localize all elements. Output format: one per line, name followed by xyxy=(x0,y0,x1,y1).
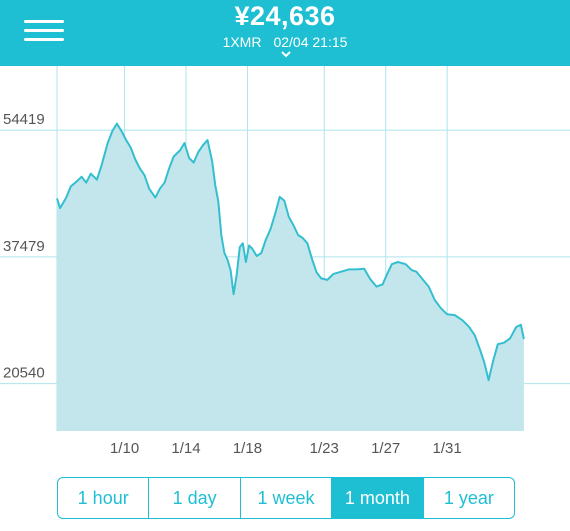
tab-1-hour[interactable]: 1 hour xyxy=(58,478,150,518)
currency-pair: 1XMR xyxy=(222,34,262,50)
y-tick-label: 37479 xyxy=(3,238,45,255)
x-tick-label: 1/14 xyxy=(171,440,200,457)
tab-1-day[interactable]: 1 day xyxy=(149,478,241,518)
y-tick-label: 54419 xyxy=(3,111,45,128)
top-bar: ¥24,636 1XMR 02/04 21:15 xyxy=(0,0,570,66)
menu-button[interactable] xyxy=(24,14,68,46)
x-tick-label: 1/27 xyxy=(371,440,400,457)
hamburger-menu-icon-bar xyxy=(24,29,64,32)
current-price: ¥24,636 xyxy=(234,1,336,31)
y-tick-label: 20540 xyxy=(3,365,45,382)
x-tick-label: 1/10 xyxy=(110,440,139,457)
price-timestamp: 02/04 21:15 xyxy=(273,34,348,50)
price-area xyxy=(57,123,524,431)
chevron-down-icon[interactable] xyxy=(279,49,293,59)
price-chart: 54419 37479 20540 1/10 1/14 1/18 1/23 1/27 1/31 xyxy=(0,66,570,457)
x-tick-label: 1/18 xyxy=(233,440,262,457)
x-tick-label: 1/31 xyxy=(433,440,462,457)
x-tick-label: 1/23 xyxy=(310,440,339,457)
time-range-tabs: 1 hour 1 day 1 week 1 month 1 year xyxy=(57,477,515,519)
hamburger-menu-icon xyxy=(24,20,64,23)
price-line xyxy=(56,122,525,382)
tab-1-year[interactable]: 1 year xyxy=(443,487,494,508)
hamburger-menu-icon-bar xyxy=(24,38,64,41)
tab-1-week[interactable]: 1 week xyxy=(241,478,333,518)
tab-1-month[interactable]: 1 month xyxy=(332,478,424,518)
price-subtitle: 1XMR 02/04 21:15 xyxy=(0,34,570,50)
